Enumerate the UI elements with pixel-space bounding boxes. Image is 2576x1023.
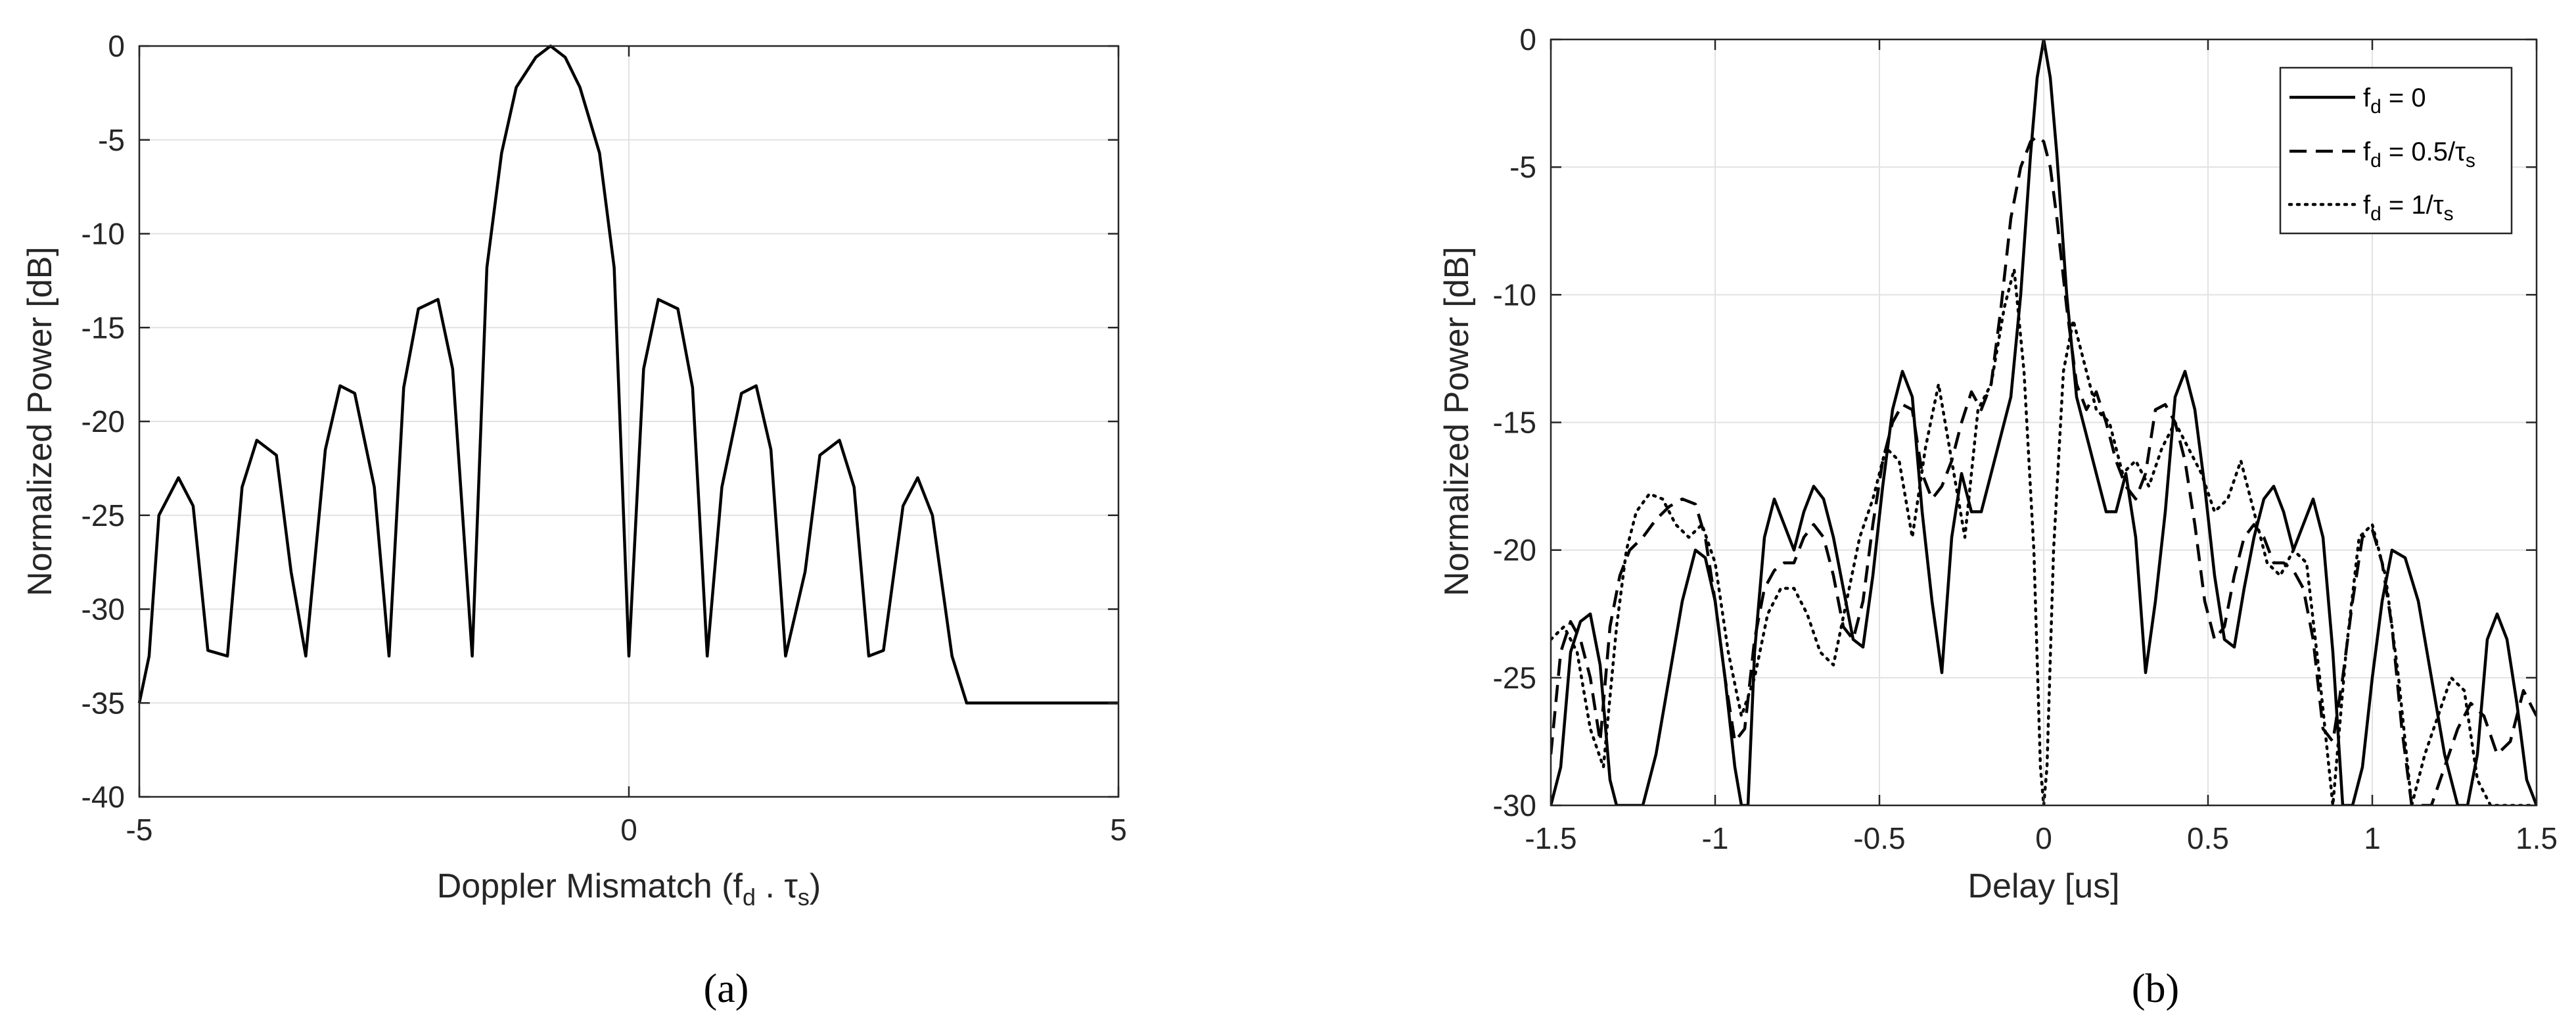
y-tick-label: -10: [1493, 277, 1536, 312]
chart-b-lines: [1551, 39, 2537, 805]
legend-label-fd0: fd = 0: [2363, 83, 2426, 118]
y-tick-label: 0: [1519, 22, 1536, 57]
y-tick-label: -25: [81, 498, 125, 533]
chart-b-ylabel: Normalized Power [dB]: [1438, 247, 1476, 596]
x-tick-label: -1: [1702, 821, 1729, 855]
chart-a-ticks: -5 0 5 0 -5 -10 -15 -20 -25 -30 -35 -40: [81, 29, 1127, 847]
y-tick-label: -30: [1493, 788, 1536, 822]
x-tick-label: 0: [2035, 821, 2052, 855]
y-tick-label: -30: [81, 592, 125, 627]
legend-label-fd1: fd = 1/τs: [2363, 191, 2454, 225]
chart-a-grid: [139, 45, 1119, 797]
chart-b-ticks: -1.5 -1 -0.5 0 0.5 1 1.5 0 -5 -10 -15 -20 -25 -30: [1493, 22, 2558, 855]
y-tick-label: -20: [1493, 533, 1536, 567]
chart-a-panel-label: (a): [704, 966, 749, 1011]
legend-label-fd05: fd = 0.5/τs: [2363, 137, 2475, 172]
y-tick-label: -25: [1493, 661, 1536, 695]
y-tick-label: -5: [1509, 150, 1536, 184]
y-tick-label: -10: [81, 217, 125, 251]
chart-a: -5 0 5 0 -5 -10 -15 -20 -25 -30 -35 -40 Normalized …: [21, 29, 1127, 1011]
legend-item-fd1: fd = 1/τs: [2288, 191, 2454, 225]
y-tick-label: -20: [81, 404, 125, 439]
legend-item-fd05: fd = 0.5/τs: [2289, 137, 2475, 172]
chart-a-ylabel: Normalized Power [dB]: [21, 247, 59, 596]
y-tick-label: -15: [1493, 406, 1536, 440]
y-tick-label: -15: [81, 310, 125, 345]
chart-a-xlabel: Doppler Mismatch (fd . τs): [437, 867, 821, 911]
y-tick-label: -40: [81, 780, 125, 814]
y-tick-label: 0: [108, 29, 125, 63]
chart-b-xlabel: Delay [us]: [1967, 867, 2119, 905]
x-tick-label: -0.5: [1853, 821, 1905, 855]
chart-b-panel-label: (b): [2132, 966, 2179, 1011]
x-tick-label: 5: [1110, 813, 1127, 847]
x-tick-label: 0.5: [2187, 821, 2229, 855]
y-tick-label: -5: [98, 123, 125, 157]
x-tick-label: 0: [620, 813, 637, 847]
series-line-solid: [137, 44, 1118, 705]
chart-b: -1.5 -1 -0.5 0 0.5 1 1.5 0 -5 -10 -15 -20 -25 -30 Nor…: [1438, 22, 2558, 1011]
x-tick-label: -1.5: [1525, 821, 1576, 855]
chart-b-legend: fd = 0 fd = 0.5/τs fd = 1/τs: [2279, 66, 2513, 235]
series-line-dotted: [1551, 268, 2537, 805]
chart-a-lines: [137, 44, 1118, 705]
x-tick-label: -5: [126, 813, 153, 847]
x-tick-label: 1: [2364, 821, 2381, 855]
legend-item-fd0: fd = 0: [2289, 83, 2426, 118]
y-tick-label: -35: [81, 686, 125, 720]
x-tick-label: 1.5: [2516, 821, 2558, 855]
